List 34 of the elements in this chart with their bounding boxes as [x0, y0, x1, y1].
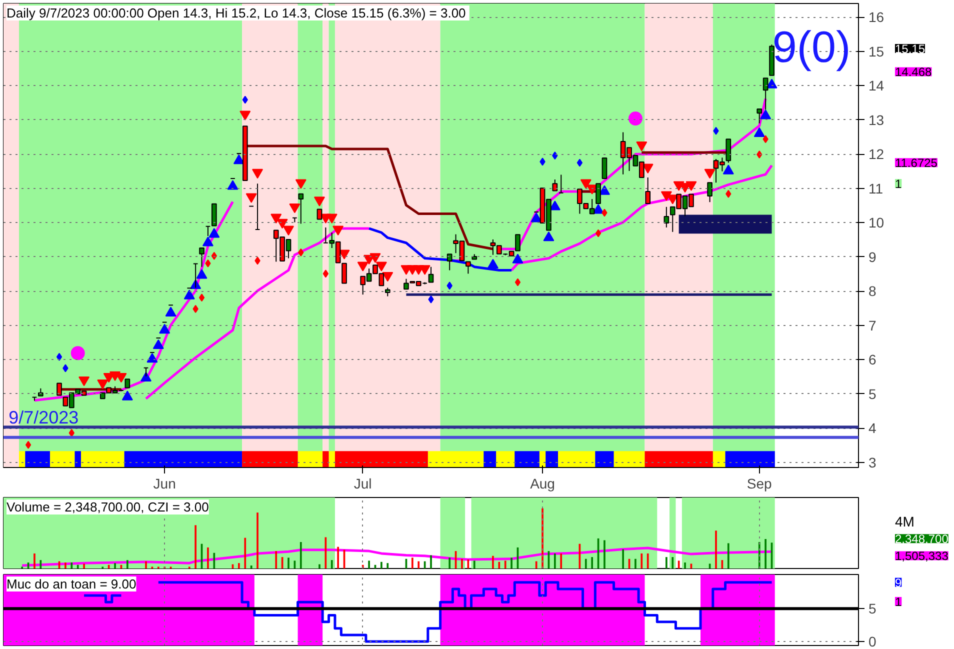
x-tick-label: Jun: [153, 476, 176, 492]
y-tick-label: 11: [868, 180, 884, 196]
text: 1: [894, 594, 902, 609]
chart-title: Volume = 2,348,700.00, CZI = 3.00: [6, 500, 209, 514]
text: 2,348,700: [894, 532, 949, 546]
annotation: 9/7/2023: [8, 407, 79, 428]
y-tick-label: 15: [868, 43, 884, 60]
y-tick-label: 3: [868, 454, 876, 470]
x-tick-label: Jul: [354, 476, 372, 492]
x-tick-label: Aug: [530, 476, 555, 492]
text: 15.15: [894, 42, 926, 56]
x-tick-label: Sep: [746, 476, 772, 492]
y-tick-label: 10: [868, 214, 884, 231]
y-tick-label: 0: [868, 634, 876, 649]
y-tick-label: 12: [868, 146, 884, 162]
y-tick-label: 16: [868, 9, 884, 26]
y-tick-label: 5: [868, 386, 876, 402]
y-tick-label: 7: [868, 317, 876, 334]
y-tick-label: 4: [868, 420, 876, 436]
text: 11.6725: [894, 156, 938, 170]
text: 1: [894, 177, 902, 192]
y-tick-label: 14: [868, 78, 884, 94]
y-tick-label: 13: [868, 112, 884, 128]
chart-title: Muc do an toan = 9.00: [6, 576, 136, 592]
chart-title: Daily 9/7/2023 00:00:00 Open 14.3, Hi 15.2, Lo 14.3, Close 15.15 (6.3%) = 3.00: [6, 6, 466, 20]
y-tick-label: 5: [868, 600, 876, 617]
annotation: 9(0): [772, 23, 851, 72]
text: 14.468: [894, 65, 932, 80]
y-tick-label: 9: [868, 248, 876, 265]
text: 4M: [894, 514, 914, 530]
y-tick-label: 8: [868, 283, 876, 300]
y-tick-label: 6: [868, 352, 876, 368]
text: 1,505,333: [894, 549, 949, 564]
text: 9: [894, 576, 902, 590]
